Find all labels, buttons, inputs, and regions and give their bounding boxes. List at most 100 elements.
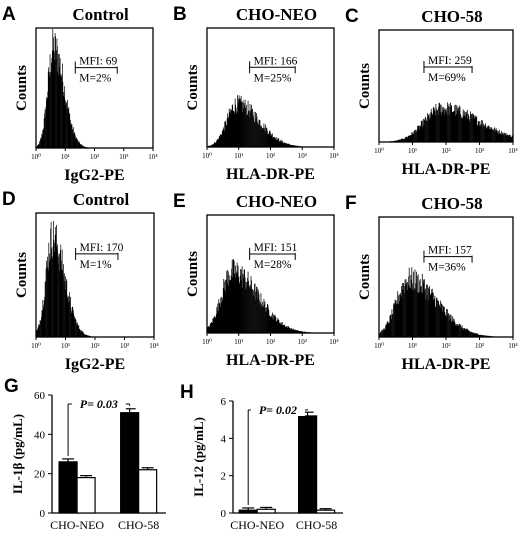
histogram-bin	[466, 328, 468, 337]
histogram-bin	[422, 279, 424, 337]
mfi-label: MFI: 166	[254, 55, 298, 67]
histogram-bin	[482, 335, 483, 337]
histogram-bin	[279, 322, 281, 333]
p-value-label: P= 0.02	[259, 403, 297, 417]
histogram-bin	[74, 132, 76, 148]
histogram-bin	[47, 71, 49, 148]
histogram-bin	[210, 323, 212, 333]
histogram-bin	[231, 109, 233, 147]
histogram-bin	[62, 63, 63, 149]
histogram-bin	[452, 318, 454, 337]
gate-label-background	[426, 53, 475, 66]
histogram-bin	[423, 125, 425, 142]
histogram-bin	[79, 329, 81, 337]
histogram-bin	[429, 117, 431, 142]
x-tick-label: 10⁴	[148, 153, 158, 161]
histogram-bin	[72, 309, 74, 337]
histogram-bin	[48, 242, 50, 337]
histogram-bin	[69, 114, 71, 148]
histogram-bin	[280, 322, 282, 333]
histogram-bin	[433, 108, 435, 142]
histogram-bin	[436, 108, 437, 142]
histogram-bin	[456, 324, 458, 337]
histogram-bin	[229, 280, 231, 333]
histogram-bin	[261, 128, 263, 147]
histogram-panel-f: F CHO-58 Counts 10⁰ 10¹ 10² 10³ 10⁴ HLA-DR-PE MFI…	[345, 193, 518, 373]
histogram-bin	[506, 134, 508, 142]
histogram-bin	[425, 288, 426, 337]
histogram-bin	[405, 136, 406, 142]
histogram-bin	[474, 115, 476, 142]
histogram-bin	[427, 116, 429, 142]
histogram-bin	[293, 145, 295, 147]
histogram-bin	[41, 310, 43, 337]
histogram-bin	[212, 319, 214, 333]
histogram-bin	[484, 126, 485, 142]
mfi-label: MFI: 151	[254, 242, 298, 254]
histogram-bin	[493, 128, 495, 142]
histogram-bin	[380, 333, 382, 337]
bar	[298, 415, 318, 514]
bar	[238, 509, 258, 514]
histogram-bin	[75, 318, 76, 337]
x-tick-label: 10¹	[234, 152, 243, 160]
histogram-bin	[450, 102, 451, 142]
histogram-bin	[411, 132, 413, 142]
histogram-bin	[256, 286, 257, 333]
x-tick-label: 10¹	[408, 147, 417, 155]
histogram-bin	[505, 133, 506, 142]
y-tick-label: 2	[221, 471, 227, 483]
histogram-bin	[73, 133, 75, 148]
histogram-bin	[235, 107, 237, 147]
histogram-bin	[255, 291, 257, 333]
histogram-bin	[49, 72, 50, 148]
histogram-bin	[447, 102, 448, 142]
gate-label-background	[252, 54, 301, 67]
histogram-bin	[70, 123, 72, 148]
histogram-bin	[395, 140, 397, 142]
histogram-bin	[261, 126, 262, 147]
histogram-bin	[414, 269, 416, 337]
histogram-bin	[480, 335, 482, 337]
histogram-bin	[508, 134, 510, 142]
histogram-bin	[468, 330, 470, 337]
histogram-bin	[264, 304, 265, 333]
histogram-bin	[432, 292, 434, 337]
histogram-bin	[398, 295, 400, 337]
histogram-bin	[500, 134, 502, 142]
histogram-bin	[41, 133, 43, 148]
histogram-bin	[291, 329, 293, 333]
histogram-bin	[394, 304, 395, 337]
histogram-bin	[443, 109, 445, 142]
histogram-bin	[67, 99, 68, 148]
histogram-bin	[397, 140, 399, 142]
histogram-bin	[384, 329, 385, 337]
histogram-bin	[396, 304, 398, 337]
histogram-bin	[433, 299, 435, 337]
histogram-bin	[431, 288, 433, 337]
histogram-bin	[442, 305, 444, 337]
histogram-bin	[436, 297, 438, 337]
histogram-bin	[39, 325, 40, 337]
histogram-bin	[234, 98, 236, 147]
histogram-bin	[478, 125, 480, 142]
histogram-bin	[446, 316, 448, 337]
histogram-bin	[39, 140, 41, 148]
histogram-bin	[417, 125, 418, 142]
histogram-bin	[471, 331, 472, 337]
histogram-bin	[388, 323, 390, 337]
histogram-bin	[82, 331, 83, 337]
histogram-bin	[466, 328, 468, 337]
histogram-bin	[36, 329, 38, 337]
histogram-bin	[51, 62, 52, 148]
histogram-bin	[398, 301, 400, 337]
x-tick-label: 10⁰	[31, 342, 41, 350]
histogram-bin	[268, 310, 270, 333]
x-tick-label: 10²	[90, 153, 99, 161]
histogram-bin	[291, 328, 293, 333]
histogram-bin	[290, 145, 292, 147]
histogram-bin	[440, 300, 442, 337]
histogram-bin	[462, 328, 463, 337]
histogram-bin	[465, 328, 467, 337]
histogram-bin	[59, 67, 61, 148]
